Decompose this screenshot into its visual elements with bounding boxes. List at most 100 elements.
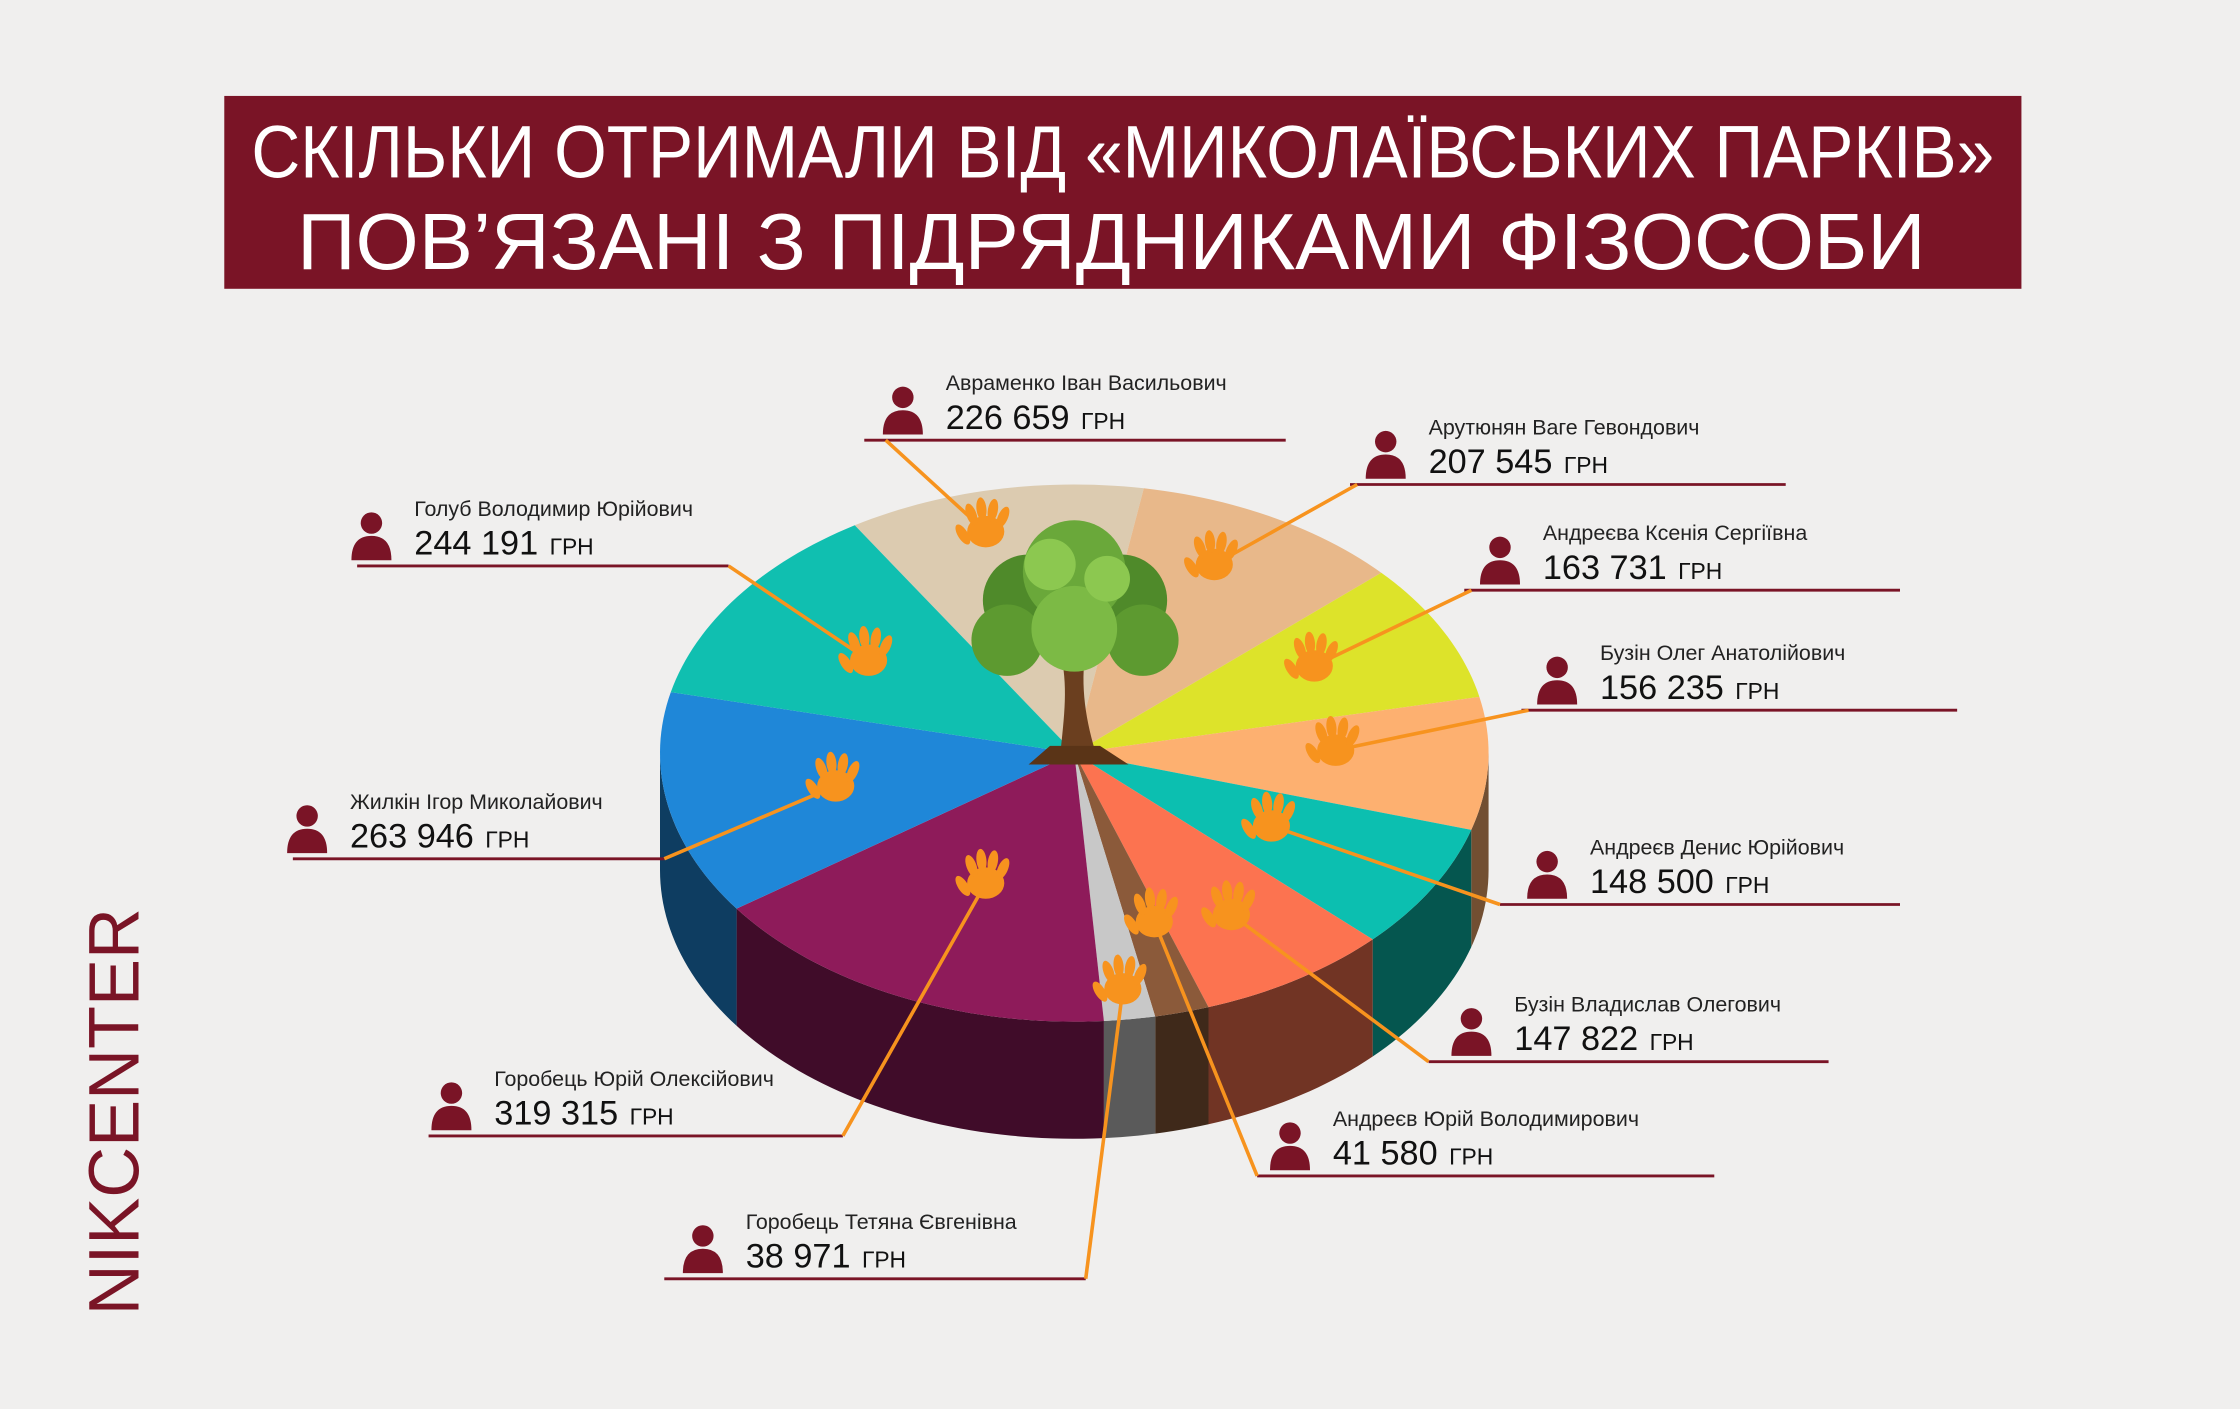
unit-label: ГРН (550, 534, 594, 560)
unit-label: ГРН (862, 1246, 906, 1272)
title-line: ПОВ’ЯЗАНІ З ПІДРЯДНИКАМИ ФІЗОСОБИ (297, 197, 1926, 286)
pie (660, 484, 1489, 1139)
value-label: 263 946 (350, 817, 474, 855)
hand-finger (1324, 641, 1338, 663)
value-label: 147 822 (1514, 1020, 1638, 1058)
person-name: Жилкін Ігор Миколайович (350, 790, 603, 814)
value-label: 41 580 (1333, 1135, 1438, 1173)
person-name: Горобець Юрій Олексійович (494, 1067, 774, 1091)
person-icon (1375, 430, 1397, 453)
slice (1074, 696, 1489, 830)
person-icon (882, 410, 923, 435)
unit-label: ГРН (1564, 452, 1608, 478)
hand-finger (1144, 887, 1156, 911)
hand-finger (1284, 658, 1299, 679)
value-label: 226 659 (946, 399, 1070, 437)
person-icon (1546, 656, 1568, 679)
hand-finger (1316, 633, 1327, 656)
slice (660, 692, 1075, 909)
unit-label: ГРН (1449, 1144, 1493, 1170)
hand-finger (955, 524, 971, 545)
person-name: Арутюнян Ваге Гевондович (1429, 416, 1700, 440)
slice-side (1155, 1007, 1209, 1134)
person-name: Андреєв Юрій Володимирович (1333, 1107, 1639, 1131)
slice-side (1208, 939, 1373, 1125)
leader-line (1083, 988, 1125, 1280)
person-name: Андреєв Денис Юрійович (1590, 836, 1844, 860)
hand-finger (1133, 893, 1147, 916)
hand-icon (1284, 631, 1338, 682)
title-line: СКІЛЬКИ ОТРИМАЛИ ВІД «МИКОЛАЇВСЬКИХ ПАРК… (251, 110, 1994, 193)
hand-finger (879, 635, 893, 657)
leader-line (1213, 482, 1359, 567)
slice (1074, 488, 1382, 754)
hand-finger (1092, 981, 1108, 1002)
hand-finger (838, 653, 854, 674)
hand-finger (1211, 886, 1224, 909)
hand-finger (996, 858, 1010, 880)
hand-finger (1251, 797, 1264, 820)
value-label: 207 545 (1429, 443, 1553, 481)
value-label: 319 315 (494, 1095, 618, 1133)
hand-finger (1222, 880, 1233, 904)
hand-finger (805, 778, 821, 799)
leader-line (1152, 920, 1259, 1177)
slice-side (736, 908, 1104, 1139)
hand-finger (1293, 637, 1307, 660)
slice (1074, 753, 1373, 1008)
hand-finger (1337, 717, 1349, 741)
hand-finger (846, 761, 860, 783)
person-icon (1451, 1031, 1492, 1056)
hand-finger (1124, 914, 1139, 935)
hand-finger (965, 503, 978, 526)
person-icon (1279, 1122, 1301, 1144)
hand-finger (1224, 539, 1238, 561)
person-name: Андреєва Ксенія Сергіївна (1543, 521, 1807, 545)
hand-finger (996, 506, 1010, 528)
hand-finger (1156, 888, 1167, 912)
slice (1074, 753, 1156, 1021)
leader-line (1270, 824, 1501, 907)
person-icon (440, 1082, 463, 1104)
hand-finger (1193, 536, 1207, 559)
hand-finger (987, 850, 999, 873)
person-icon (892, 386, 914, 409)
hand-finger (1201, 907, 1216, 928)
person-name: Горобець Тетяна Євгенівна (746, 1210, 1017, 1234)
hand-finger (1305, 743, 1321, 764)
person-icon (1527, 874, 1568, 899)
person-icon (1480, 560, 1520, 585)
unit-label: ГРН (1725, 872, 1769, 898)
hand-icon (838, 625, 893, 676)
hand-icon (1184, 530, 1238, 581)
leader-line (841, 882, 988, 1137)
slice-side (660, 753, 737, 1026)
person-icon (296, 805, 318, 827)
hand-finger (837, 753, 849, 776)
hand-finger (870, 627, 882, 651)
hand-finger (955, 875, 971, 896)
leader-line (1313, 588, 1473, 668)
person-name: Голуб Володимир Юрійович (414, 497, 693, 521)
hand-finger (1346, 725, 1360, 747)
hand-icon (805, 751, 860, 802)
person-name: Авраменко Іван Васильович (946, 371, 1227, 395)
hand-finger (976, 497, 987, 521)
hand-finger (1273, 793, 1284, 816)
value-label: 163 731 (1543, 549, 1667, 587)
person-icon (360, 512, 383, 534)
hand-icon (1305, 715, 1360, 766)
person-icon (1365, 454, 1406, 479)
logo: NIKCENTER (75, 908, 155, 1315)
value-label: 244 191 (414, 525, 538, 563)
leader-line (1230, 913, 1430, 1064)
leader-line (663, 784, 837, 861)
hand-icon (1124, 887, 1178, 938)
hand-icon (1201, 880, 1256, 931)
leader-line (727, 564, 870, 662)
person-icon (1270, 1145, 1310, 1171)
hand-finger (1216, 531, 1227, 555)
hand-icon (1092, 954, 1147, 1005)
person-icon (351, 535, 392, 561)
